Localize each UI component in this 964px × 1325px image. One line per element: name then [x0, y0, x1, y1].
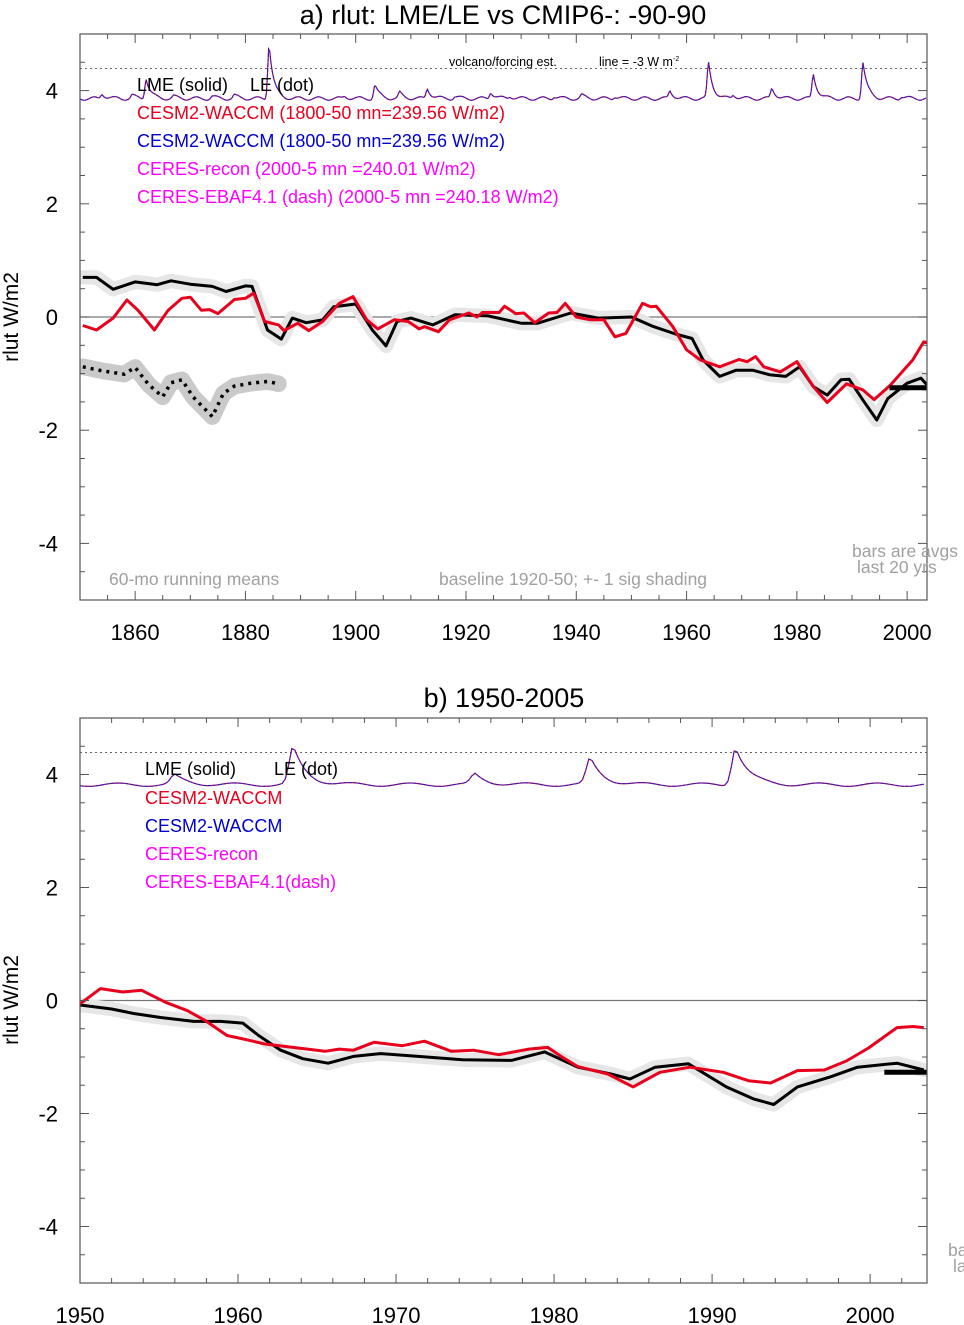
y-tick-label: -2: [38, 418, 58, 443]
panel-a-plot-area: [80, 46, 927, 428]
sigma-shading: [80, 270, 927, 428]
x-tick-label: 1970: [372, 1303, 421, 1325]
panel-b-title: b) 1950-2005: [424, 683, 585, 713]
series-line-cesm2-waccm: [80, 987, 924, 1089]
legend-header-le: LE (dot): [250, 75, 314, 95]
legend-entry-cesm2-red: CESM2-WACCM: [145, 788, 282, 808]
legend-entry-cesm2-blue: CESM2-WACCM (1800-50 mn=239.56 W/m2): [137, 131, 505, 151]
legend-entry-ceres-recon: CERES-recon (2000-5 mn =240.01 W/m2): [137, 159, 476, 179]
legend-entry-cesm2-blue: CESM2-WACCM: [145, 816, 282, 836]
panel-b: b) 1950-2005 rlut W/m2 1950 1960 1970 1980 1…: [0, 683, 964, 1325]
series-line-lme-solid-: [80, 1003, 925, 1106]
legend-header-le: LE (dot): [274, 759, 338, 779]
y-tick-label: 4: [46, 763, 58, 788]
reference-line-text: line = -3 W m: [599, 55, 673, 69]
y-tick-label: -4: [38, 531, 58, 556]
sigma-shading: [80, 358, 287, 425]
x-tick-label: 1960: [662, 620, 711, 645]
y-tick-label: 2: [46, 876, 58, 901]
y-tick-label: 0: [46, 989, 58, 1014]
y-tick-label: 0: [46, 305, 58, 330]
x-tick-label: 2000: [883, 620, 932, 645]
y-tick-label: 2: [46, 192, 58, 217]
x-tick-label: 1880: [221, 620, 270, 645]
x-tick-label: 1920: [442, 620, 491, 645]
panel-a-axes: 1860 1880 1900 1920 1940 1960 1980 2000 4 2 0 -2 -4: [38, 33, 932, 645]
legend-entry-ceres-ebaf: CERES-EBAF4.1(dash): [145, 872, 336, 892]
reference-line-superscript: -2: [673, 56, 679, 63]
y-tick-label: -4: [38, 1215, 58, 1240]
legend-header-lme: LME (solid): [145, 759, 236, 779]
x-tick-label: 1950: [56, 1303, 105, 1325]
baseline-note: baseline 1920-50; +- 1 sig shading: [439, 569, 707, 589]
panel-b-axes: 1950 1960 1970 1980 1990 2000 4 2 0 -2 -4: [38, 717, 928, 1325]
legend-entry-ceres-recon: CERES-recon: [145, 844, 258, 864]
x-tick-label: 1990: [688, 1303, 737, 1325]
series-line-cesm2-waccm: [82, 291, 927, 404]
x-tick-label: 1980: [772, 620, 821, 645]
volcano-forcing-line-blue: [80, 747, 924, 787]
bars-note-line1: bars are avgs: [852, 541, 958, 561]
x-tick-label: 1940: [552, 620, 601, 645]
panel-a: a) rlut: LME/LE vs CMIP6-: -90-90 rlut W…: [0, 0, 958, 645]
x-tick-label: 1960: [214, 1303, 263, 1325]
x-tick-label: 1900: [331, 620, 380, 645]
panel-b-plot-area: [80, 747, 927, 1112]
series-line-lme-solid-: [82, 275, 927, 422]
y-tick-label: 4: [46, 79, 58, 104]
x-tick-label: 1980: [530, 1303, 579, 1325]
reference-line-annotation: line = -3 W m-2: [599, 55, 679, 69]
running-means-note: 60-mo running means: [109, 569, 279, 589]
panel-b-y-axis-label: rlut W/m2: [0, 955, 23, 1045]
volcano-forcing-line-blue: [80, 47, 927, 101]
x-tick-label: 1860: [111, 620, 160, 645]
bars-note-line2: last 20 yrs: [857, 557, 937, 577]
volcano-annotation: volcano/forcing est.: [449, 55, 557, 69]
panel-a-y-axis-label: rlut W/m2: [0, 272, 23, 362]
bars-note-line1: ba: [948, 1240, 964, 1260]
y-tick-label: -2: [38, 1102, 58, 1127]
panel-a-title: a) rlut: LME/LE vs CMIP6-: -90-90: [300, 0, 707, 30]
bars-note-line2: la: [953, 1256, 964, 1276]
legend-entry-cesm2-red: CESM2-WACCM (1800-50 mn=239.56 W/m2): [137, 103, 505, 123]
x-tick-label: 2000: [846, 1303, 895, 1325]
legend-header-lme: LME (solid): [137, 75, 228, 95]
legend-entry-ceres-ebaf: CERES-EBAF4.1 (dash) (2000-5 mn =240.18 …: [137, 187, 559, 207]
